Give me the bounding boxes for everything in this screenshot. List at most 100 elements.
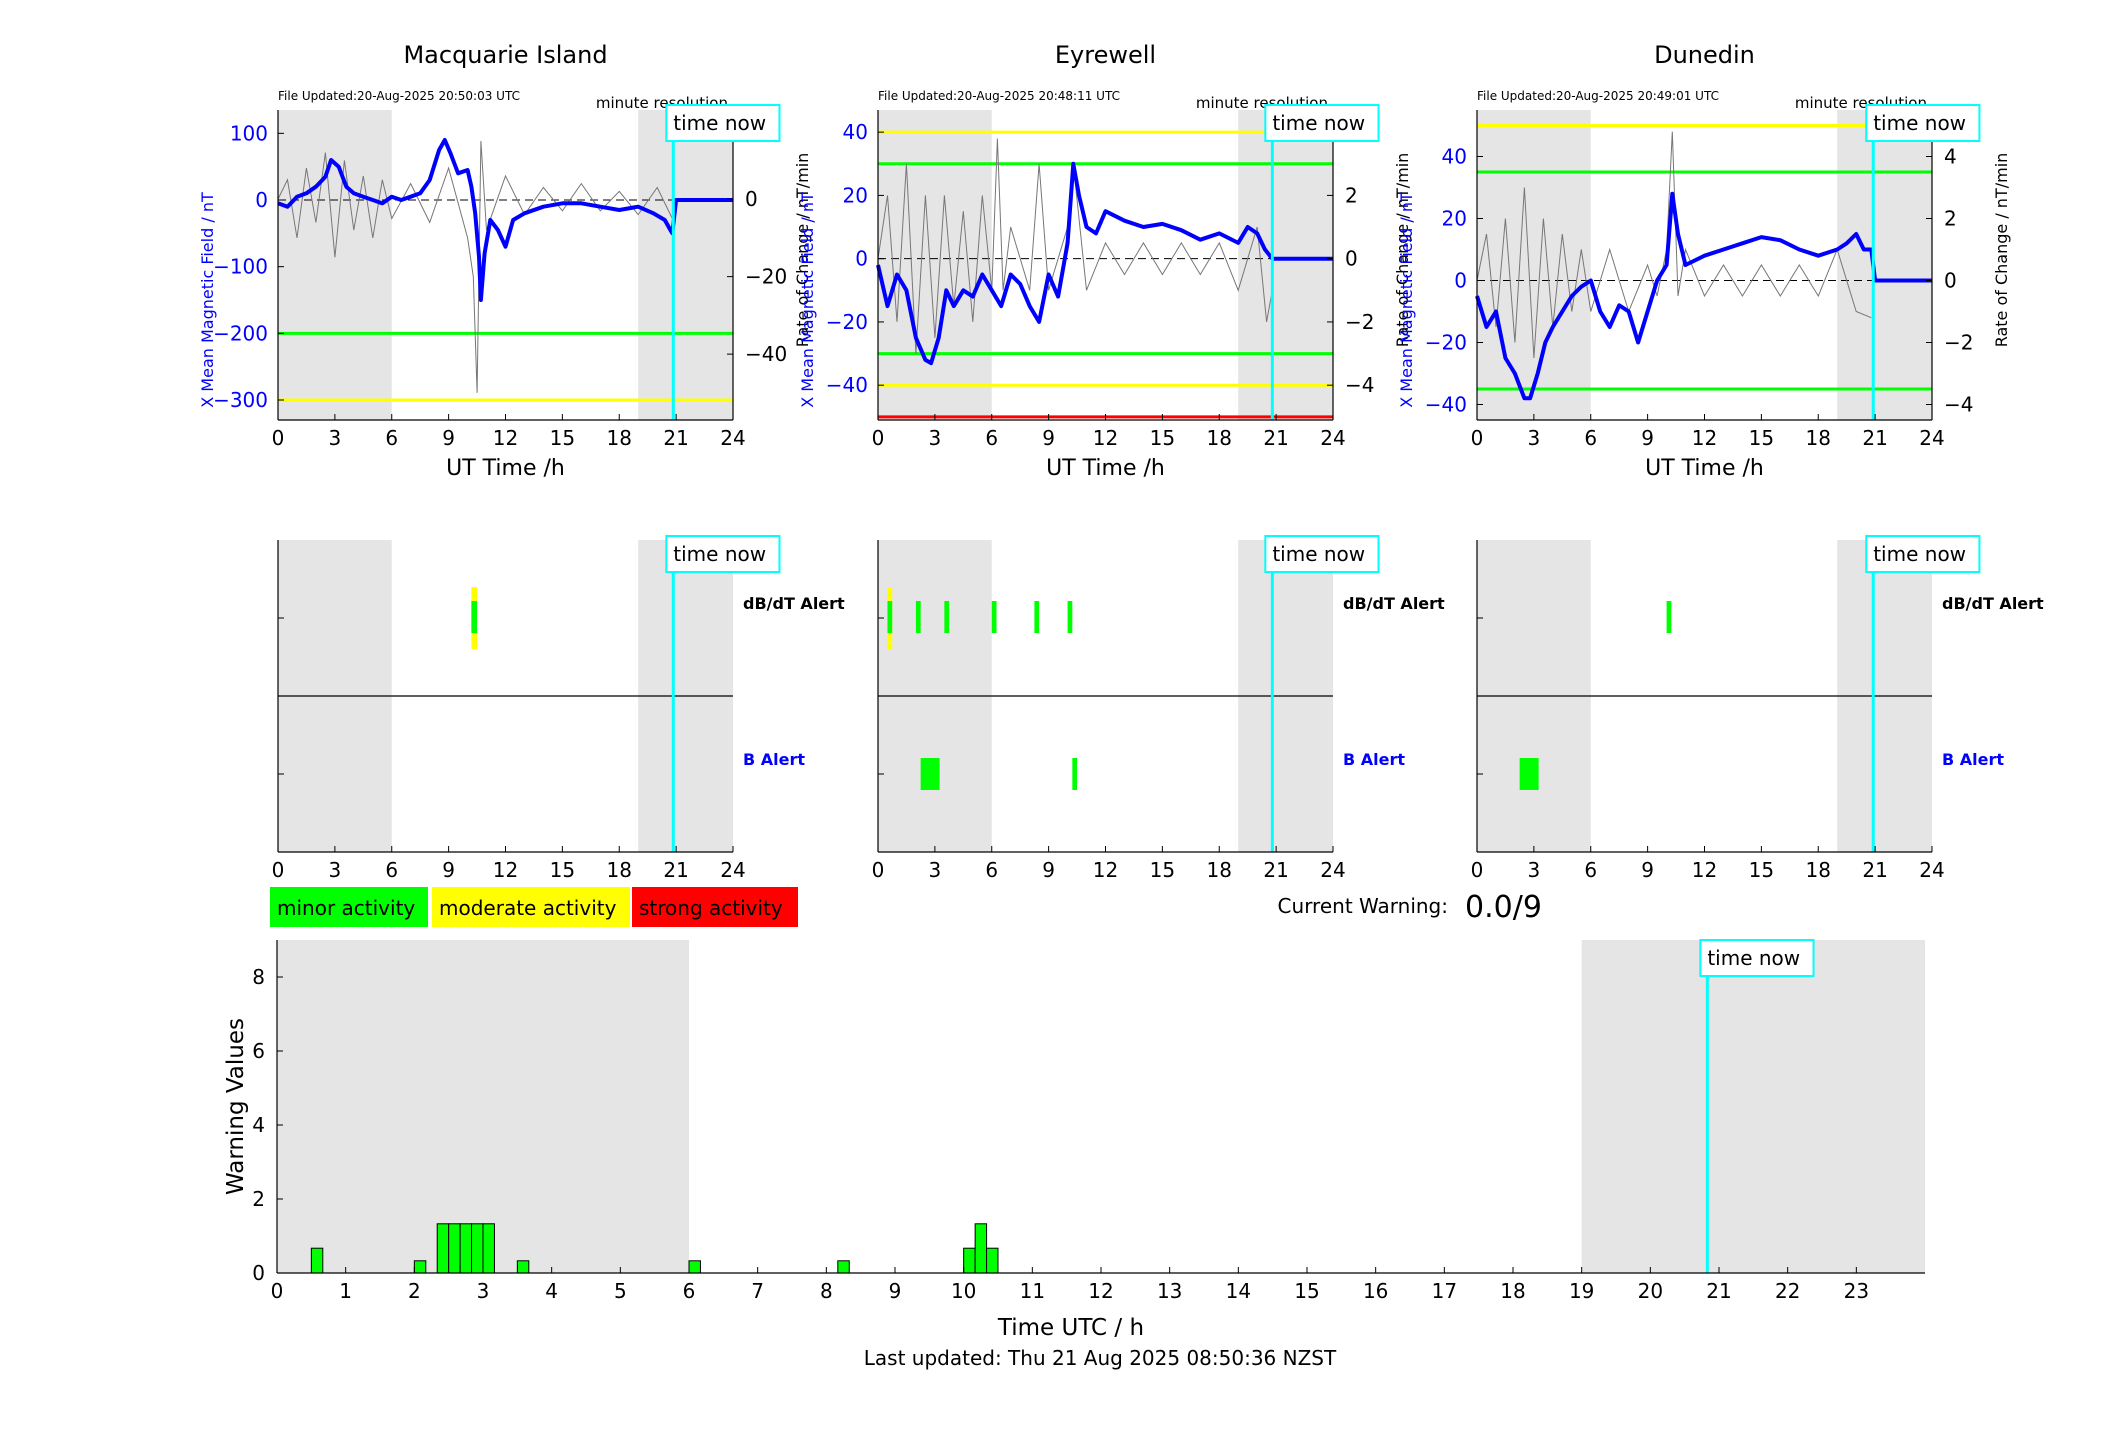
b-alert-label: B Alert — [743, 750, 805, 769]
time-now-box — [1264, 535, 1380, 573]
warning-bar — [516, 1260, 530, 1274]
left-tick-label: 40 — [1442, 145, 1467, 169]
dbdt-alert-label: dB/dT Alert — [1343, 594, 1445, 613]
dbdt-alert-bar-minor — [915, 601, 921, 633]
x-tick-label: 15 — [1749, 426, 1774, 450]
right-tick-label: 0 — [1345, 247, 1358, 271]
x-tick-label: 24 — [1919, 426, 1944, 450]
x-tick-label: 18 — [607, 858, 632, 882]
x-tick-label: 22 — [1775, 1279, 1800, 1303]
y-right-axis-label: Rate of Change / nT/min — [793, 153, 812, 348]
x-tick-label: 21 — [663, 858, 688, 882]
x-tick-label: 15 — [1749, 858, 1774, 882]
night-shade — [278, 110, 392, 420]
right-tick-label: −4 — [1944, 393, 1973, 417]
x-tick-label: 9 — [1641, 426, 1654, 450]
right-tick-label: −2 — [1345, 310, 1374, 334]
night-shade — [638, 110, 733, 420]
file-updated-label: File Updated:20-Aug-2025 20:48:11 UTC — [878, 89, 1120, 103]
right-tick-label: −20 — [745, 265, 787, 289]
x-tick-label: 6 — [1584, 426, 1597, 450]
x-tick-label: 9 — [1042, 858, 1055, 882]
x-tick-label: 11 — [1020, 1279, 1045, 1303]
x-tick-label: 18 — [1806, 426, 1831, 450]
x-tick-label: 0 — [872, 858, 885, 882]
x-tick-label: 12 — [493, 426, 518, 450]
warning-bar — [974, 1223, 988, 1274]
x-axis-label: UT Time /h — [1046, 456, 1165, 481]
x-tick-label: 15 — [1294, 1279, 1319, 1303]
x-tick-label: 3 — [929, 426, 942, 450]
time-now-box — [1699, 939, 1815, 977]
x-tick-label: 24 — [720, 426, 745, 450]
y-right-axis-label: Rate of Change / nT/min — [1992, 153, 2011, 348]
warning-bar — [459, 1223, 473, 1274]
x-tick-label: 12 — [493, 858, 518, 882]
b-alert-bar-minor — [1072, 758, 1078, 790]
mean-field-trace — [277, 138, 733, 302]
warning-bar — [310, 1247, 324, 1274]
right-tick-label: 2 — [1944, 207, 1957, 231]
station-panel-eyrewell: Eyrewell File Updated:20-Aug-2025 20:48:1… — [798, 41, 1445, 882]
x-tick-label: 12 — [1093, 426, 1118, 450]
time-now-box — [1264, 104, 1380, 142]
time-now-box — [1865, 535, 1981, 573]
x-tick-label: 3 — [329, 426, 342, 450]
station-panel-dunedin: Dunedin File Updated:20-Aug-2025 20:49:01… — [1397, 41, 2044, 882]
x-tick-label: 6 — [385, 858, 398, 882]
x-tick-label: 9 — [442, 426, 455, 450]
warning-bar — [688, 1260, 701, 1274]
time-now-box — [665, 104, 781, 142]
warning-bar — [413, 1260, 427, 1274]
left-tick-label: −300 — [213, 388, 268, 412]
dbdt-alert-bar-minor — [1034, 601, 1040, 633]
time-now-label: time now — [1873, 542, 1966, 566]
right-tick-label: −2 — [1944, 331, 1973, 355]
y-left-axis-label: X Mean Magnetic Field / nT — [798, 192, 817, 408]
x-tick-label: 12 — [1093, 858, 1118, 882]
left-tick-label: 20 — [1442, 207, 1467, 231]
x-tick-label: 21 — [1862, 426, 1887, 450]
x-tick-label: 18 — [1500, 1279, 1525, 1303]
time-now-label: time now — [673, 111, 766, 135]
x-tick-label: 14 — [1226, 1279, 1251, 1303]
night-shade — [878, 110, 992, 420]
y-left-axis-label: X Mean Magnetic Field / nT — [1397, 192, 1416, 408]
right-tick-label: 2 — [1345, 183, 1358, 207]
dbdt-alert-bar-minor — [887, 601, 893, 633]
x-tick-label: 0 — [1471, 858, 1484, 882]
x-tick-label: 7 — [751, 1279, 764, 1303]
x-tick-label: 2 — [408, 1279, 421, 1303]
legend-label: strong activity — [639, 896, 783, 920]
x-tick-label: 3 — [329, 858, 342, 882]
rate-of-change-trace — [277, 140, 673, 393]
dbdt-alert-bar-minor — [471, 601, 478, 633]
station-title: Macquarie Island — [403, 41, 607, 69]
x-tick-label: 21 — [663, 426, 688, 450]
x-tick-label: 24 — [720, 858, 745, 882]
dbdt-alert-label: dB/dT Alert — [743, 594, 845, 613]
current-warning-value: 0.0/9 — [1465, 890, 1542, 925]
x-tick-label: 24 — [1320, 426, 1345, 450]
legend-swatch-yellow — [432, 887, 630, 927]
night-shade — [1837, 110, 1932, 420]
current-warning-label: Current Warning: — [1278, 894, 1448, 918]
right-tick-label: 0 — [745, 187, 758, 211]
x-tick-label: 15 — [550, 858, 575, 882]
left-tick-label: −20 — [826, 310, 868, 334]
left-tick-label: 0 — [255, 188, 268, 212]
mean-field-trace — [876, 161, 1333, 366]
dbdt-alert-label: dB/dT Alert — [1942, 594, 2044, 613]
time-now-label: time now — [1272, 111, 1365, 135]
x-tick-label: 9 — [442, 858, 455, 882]
x-tick-label: 0 — [1471, 426, 1484, 450]
left-tick-label: −200 — [213, 321, 268, 345]
y-tick-label: 4 — [252, 1113, 265, 1137]
rate-of-change-trace — [1476, 131, 1872, 359]
legend-label: moderate activity — [439, 896, 617, 920]
warning-bar — [963, 1247, 976, 1274]
left-tick-label: −20 — [1425, 331, 1467, 355]
y-left-axis-label: X Mean Magnetic Field / nT — [198, 192, 217, 408]
